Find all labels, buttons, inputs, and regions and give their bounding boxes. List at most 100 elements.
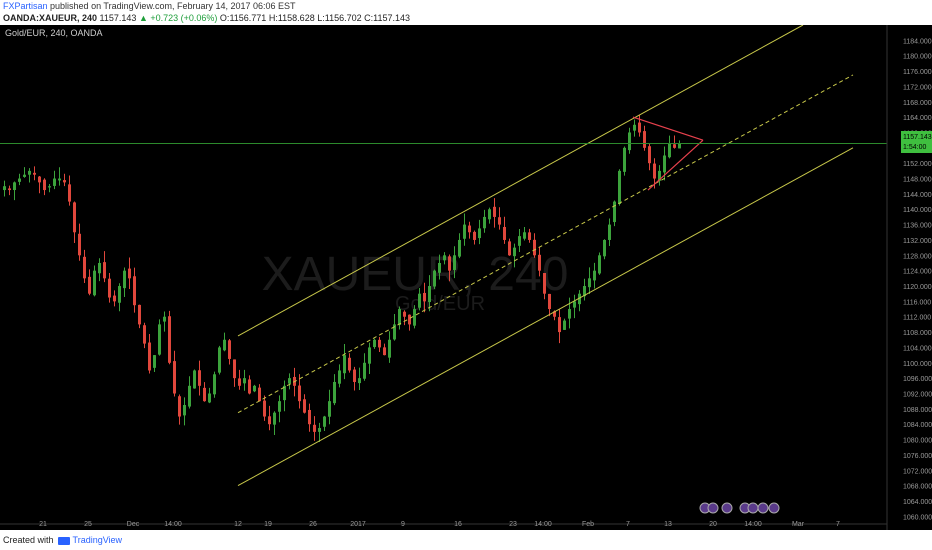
candle-body — [33, 172, 36, 175]
candle-body — [78, 233, 81, 256]
x-tick-label: 16 — [454, 521, 462, 528]
x-tick-label: 13 — [664, 521, 672, 528]
time-axis[interactable]: 21 25 Dec 14:00 12 19 26 2017 9 16 23 14:00 Feb 7 13 20… — [39, 521, 840, 528]
candle-body — [398, 309, 401, 325]
x-tick-label: 7 — [626, 521, 630, 528]
candle-body — [418, 293, 421, 308]
candle-body — [573, 301, 576, 308]
candle-body — [328, 401, 331, 417]
event-marker-icon — [721, 502, 733, 514]
drawings-group — [0, 24, 887, 487]
candle-body — [133, 276, 136, 306]
candle-body — [428, 286, 431, 303]
candle-body — [653, 163, 656, 179]
candle-body — [128, 268, 131, 279]
event-markers[interactable] — [699, 502, 780, 514]
candle-body — [63, 180, 66, 183]
x-tick-label: 26 — [309, 521, 317, 528]
candle-body — [498, 217, 501, 225]
candle-body — [378, 339, 381, 348]
candle-body — [533, 239, 536, 256]
candle-body — [508, 241, 511, 256]
candle-body — [163, 316, 166, 322]
candle-body — [223, 339, 226, 351]
price-tag-countdown: 1:54:00 — [903, 144, 926, 151]
y-tick-label: 1164.000 — [903, 115, 932, 122]
candle-body — [118, 286, 121, 303]
candle-body — [678, 143, 681, 149]
candle-body — [188, 385, 191, 407]
candle-body — [413, 309, 416, 326]
candle-body — [393, 324, 396, 340]
y-tick-label: 1152.000 — [903, 161, 932, 168]
candle-body — [288, 378, 291, 384]
candle-body — [233, 359, 236, 379]
candle-body — [93, 270, 96, 296]
candle-body — [603, 239, 606, 257]
candle-body — [333, 381, 336, 404]
candle-body — [473, 231, 476, 240]
candlestick-chart[interactable]: XAUEUR, 240 Gold/EUR 1060.0001064.000106… — [0, 24, 932, 530]
tradingview-link[interactable]: TradingView — [72, 535, 123, 545]
open-label: O: — [219, 13, 230, 23]
candle-body — [628, 132, 631, 151]
close-value: 1157.143 — [373, 13, 410, 23]
chart-container[interactable]: XAUEUR, 240 Gold/EUR 1060.000 1064.000 106… — [0, 24, 932, 530]
footer: Created with TradingView — [3, 535, 123, 545]
candle-body — [38, 176, 41, 183]
candle-body — [198, 370, 201, 386]
y-tick-label: 1128.000 — [903, 253, 932, 260]
candle-body — [123, 270, 126, 289]
candle-body — [138, 304, 141, 325]
published-text: published on TradingView.com, February 1… — [47, 1, 296, 11]
candle-body — [243, 378, 246, 384]
candle-body — [323, 416, 326, 427]
candle-body — [228, 340, 231, 359]
y-tick-label: 1168.000 — [903, 100, 932, 107]
high-label: H: — [268, 13, 278, 23]
candle-body — [608, 224, 611, 240]
x-tick-label: 2017 — [350, 521, 366, 528]
y-tick-label: 1108.000 — [903, 330, 932, 337]
candle-body — [373, 339, 376, 348]
candle-body — [183, 405, 186, 416]
price-tag: 1157.143 1:54:00 — [901, 131, 932, 153]
low-label: L: — [317, 13, 325, 23]
candle-body — [548, 293, 551, 310]
candle-body — [633, 124, 636, 131]
candle-body — [213, 374, 216, 395]
x-tick-label: 21 — [39, 521, 47, 528]
candle-body — [178, 396, 181, 417]
y-tick-label: 1072.000 — [903, 468, 932, 475]
y-tick-label: 1172.000 — [903, 84, 932, 91]
x-tick-label: Feb — [582, 521, 594, 528]
candle-body — [583, 286, 586, 297]
candle-body — [438, 262, 441, 273]
candle-body — [513, 247, 516, 257]
last-price: 1157.143 — [99, 13, 137, 23]
price-tag-price: 1157.143 — [903, 134, 932, 141]
candle-body — [663, 155, 666, 173]
y-tick-label: 1116.000 — [903, 299, 931, 306]
event-marker-icon — [747, 502, 759, 514]
candle-body — [623, 147, 626, 172]
price-axis[interactable]: 1060.000 1064.000 1068.000 1072.000 1076.000… — [903, 38, 932, 521]
high-value: 1158.628 — [277, 13, 315, 23]
y-tick-label: 1096.000 — [903, 376, 932, 383]
y-tick-label: 1080.000 — [903, 438, 932, 445]
candle-body — [58, 178, 61, 181]
y-tick-label: 1136.000 — [903, 223, 932, 230]
candle-body — [218, 347, 221, 373]
candle-body — [193, 370, 196, 389]
candle-body — [448, 256, 451, 271]
channel-middle-line — [237, 74, 854, 414]
author-link[interactable]: FXPartisan — [3, 1, 48, 11]
candle-body — [643, 131, 646, 148]
candle-body — [673, 144, 676, 148]
candle-body — [238, 378, 241, 386]
candle-body — [53, 178, 56, 186]
chart-title: Gold/EUR, 240, OANDA — [5, 28, 103, 38]
candle-body — [568, 309, 571, 319]
candle-body — [43, 179, 46, 191]
x-tick-label: 7 — [836, 521, 840, 528]
